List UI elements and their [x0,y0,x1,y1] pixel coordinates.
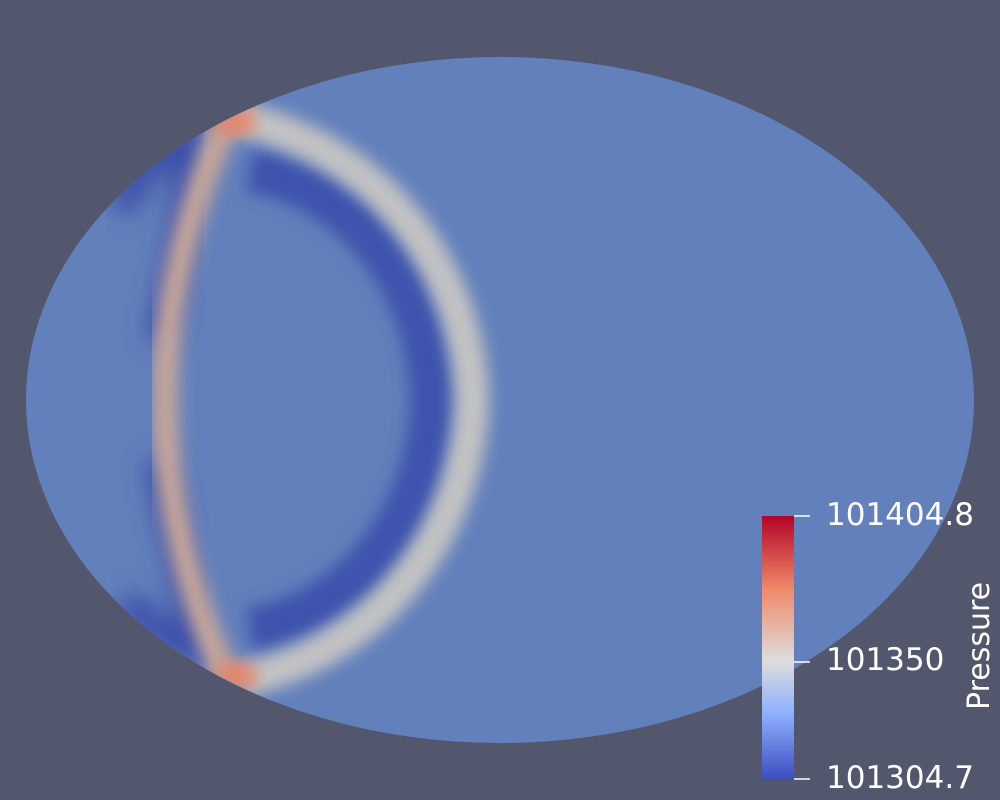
high-pressure-spot-bottom [214,662,258,690]
wavefront-left-vertical [151,114,240,686]
pressure-field [108,101,490,697]
colorbar [762,515,810,780]
colorbar-mid-label: 101350 [826,642,945,678]
colorbar-max-label: 101404.8 [826,497,974,533]
high-pressure-spot-top [213,108,257,136]
colorbar-title: Pressure [962,581,997,710]
wavefront-outer-arc [231,101,490,697]
colorbar-gradient [762,516,794,780]
colorbar-min-label: 101304.7 [826,760,974,796]
domain-ellipse [26,57,974,743]
low-pressure-inner-arc [245,148,455,652]
